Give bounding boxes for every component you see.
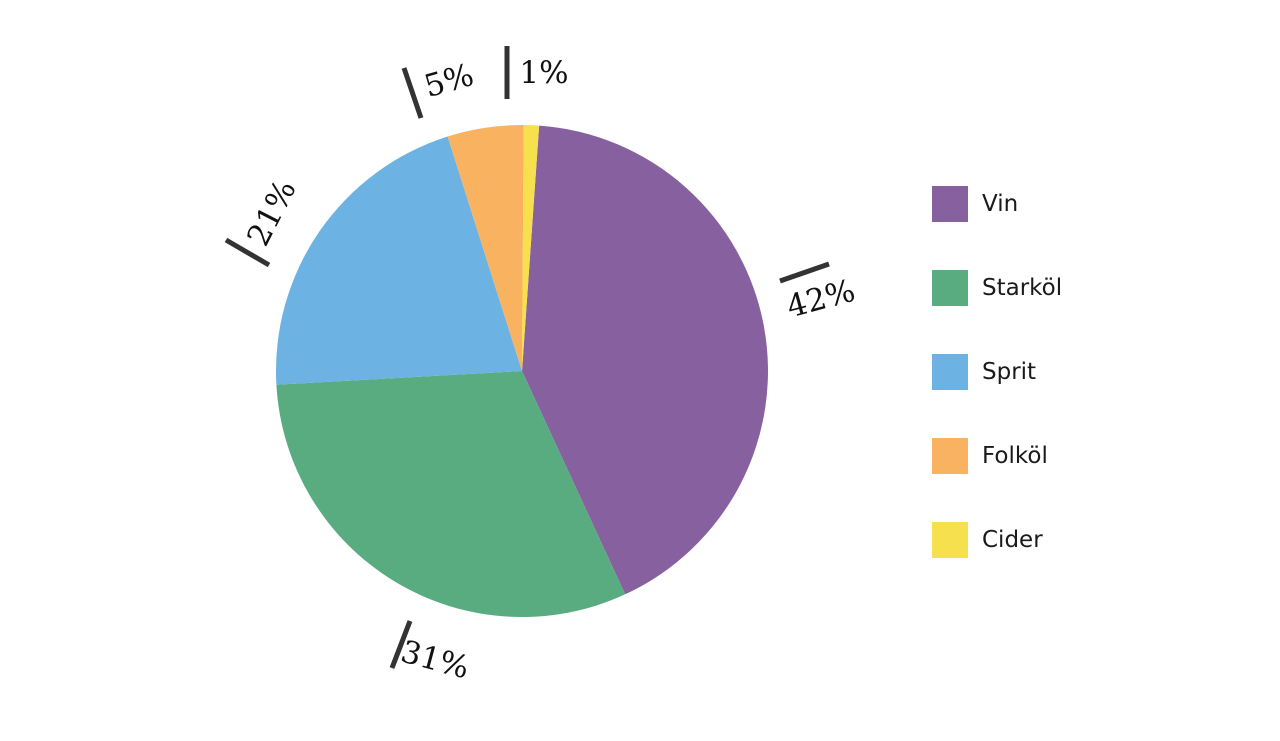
slice-label-starköl: 31% [397,634,473,687]
label-marker-folköl [401,67,424,119]
label-marker-starköl [389,620,413,669]
pie-slice-folköl [447,125,524,372]
slice-label-vin: 42% [783,273,859,326]
legend-label-cider: Cider [982,527,1043,553]
legend-label-folköl: Folköl [982,443,1048,469]
pie-slices [275,125,768,618]
legend-swatch-cider [932,522,968,558]
slice-label-cider: 1% [519,55,568,91]
legend-swatch-starköl [932,270,968,306]
legend-label-starköl: Starköl [982,275,1062,301]
pie-slice-vin [522,125,768,595]
slice-label-folköl: 5% [420,57,477,105]
legend: Vin Starköl Sprit Folköl Cider [932,186,1062,558]
legend-label-vin: Vin [982,191,1018,217]
pie-slice-sprit [275,136,522,385]
pie-slice-cider [522,125,540,371]
label-marker-vin [779,261,830,284]
legend-swatch-vin [932,186,968,222]
pie-slice-starköl [276,371,626,618]
legend-swatch-folköl [932,438,968,474]
slice-label-sprit: 21% [240,174,303,252]
legend-swatch-sprit [932,354,968,390]
label-marker-sprit [224,237,271,268]
legend-label-sprit: Sprit [982,359,1036,385]
